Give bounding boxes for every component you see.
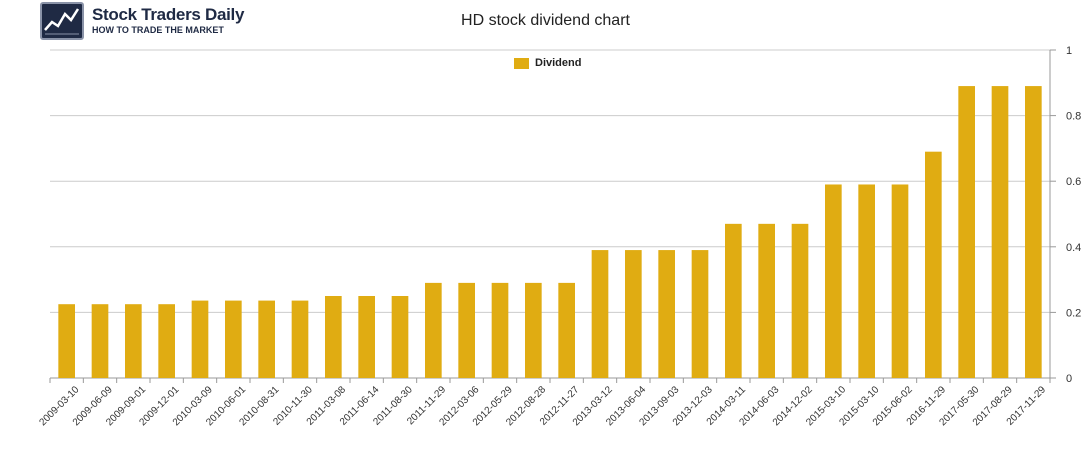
bar xyxy=(625,250,642,378)
bar xyxy=(125,304,142,378)
y-tick-label: 1 xyxy=(1066,45,1072,57)
bar xyxy=(791,223,809,378)
y-tick-label: 0.6 xyxy=(1066,176,1081,188)
bar xyxy=(458,282,475,378)
bar xyxy=(191,300,209,378)
bar xyxy=(358,296,375,378)
bar xyxy=(391,296,409,378)
bar xyxy=(1025,86,1042,378)
chart-title: HD stock dividend chart xyxy=(461,12,630,29)
bar xyxy=(725,223,742,378)
bar xyxy=(558,282,575,378)
bar xyxy=(858,184,875,378)
bar xyxy=(758,223,775,378)
bar xyxy=(258,300,275,378)
legend-label: Dividend xyxy=(535,57,582,69)
brand-tagline: HOW TO TRADE THE MARKET xyxy=(92,25,224,35)
y-tick-label: 0.8 xyxy=(1066,111,1081,123)
bar xyxy=(291,300,309,378)
bar xyxy=(91,304,109,378)
bar xyxy=(491,282,509,378)
bar xyxy=(591,250,609,378)
legend-swatch xyxy=(514,58,529,69)
bar xyxy=(658,250,675,378)
chart-logo-icon xyxy=(40,2,84,40)
bar xyxy=(891,184,909,378)
bar xyxy=(425,282,442,378)
bar xyxy=(525,282,542,378)
bar xyxy=(158,304,175,378)
bar xyxy=(991,86,1009,378)
y-tick-label: 0 xyxy=(1066,373,1072,385)
y-tick-label: 0.2 xyxy=(1066,307,1081,319)
brand-name: Stock Traders Daily xyxy=(92,5,245,24)
bar xyxy=(325,296,342,378)
bar xyxy=(691,250,709,378)
bar xyxy=(958,86,975,378)
bar xyxy=(925,151,942,378)
y-tick-label: 0.4 xyxy=(1066,242,1081,254)
bar xyxy=(825,184,842,378)
bar xyxy=(58,304,75,378)
bar xyxy=(225,300,242,378)
brand-logo: Stock Traders Daily HOW TO TRADE THE MAR… xyxy=(40,2,244,40)
